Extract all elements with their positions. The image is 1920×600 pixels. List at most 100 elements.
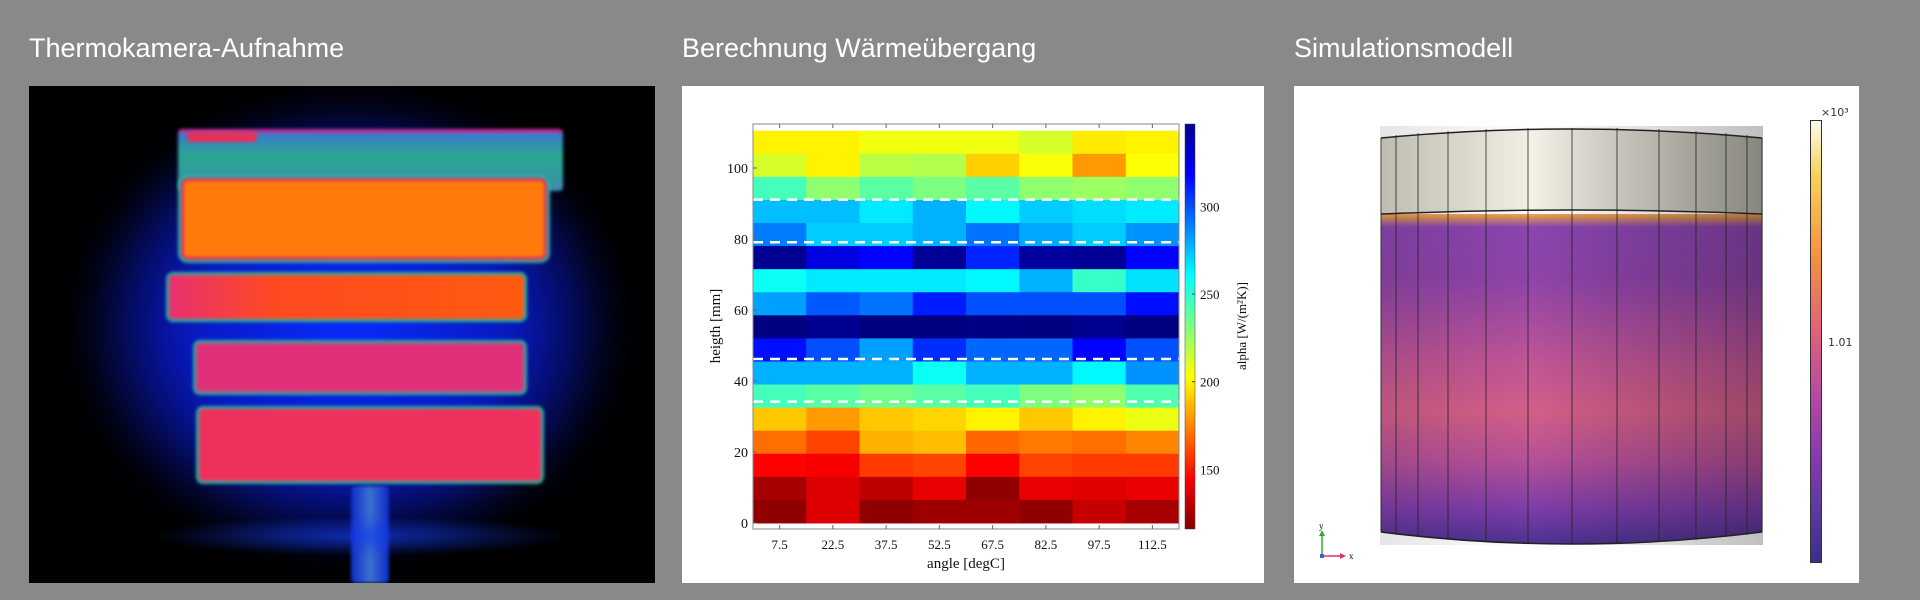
y-tick-label: 60 bbox=[734, 304, 748, 319]
heatmap-cell bbox=[753, 292, 807, 316]
heatmap-cell bbox=[1072, 361, 1127, 386]
heatmap-cell bbox=[1072, 430, 1127, 455]
heatmap-cell bbox=[912, 130, 967, 155]
heatmap-cell bbox=[806, 269, 860, 293]
heatmap-cell bbox=[1072, 499, 1127, 524]
heatmap-cell bbox=[753, 153, 807, 178]
cylinder-model bbox=[1380, 126, 1763, 545]
heatmap-cell bbox=[753, 407, 807, 432]
colorbar-tick-label: 1.01 bbox=[1828, 336, 1853, 349]
heatmap-cell bbox=[753, 430, 807, 455]
colorbar-label: alpha [W/(m²K)] bbox=[1234, 282, 1249, 370]
heatmap-cell bbox=[806, 223, 860, 247]
heatmap-cell bbox=[753, 338, 807, 362]
heatmap-cell bbox=[1125, 338, 1180, 362]
colorbar-tick-label: 250 bbox=[1200, 287, 1220, 302]
heatmap-cell bbox=[912, 153, 967, 178]
y-tick-label: 20 bbox=[734, 446, 748, 461]
heatmap-cell bbox=[912, 476, 967, 501]
x-tick-label: 52.5 bbox=[928, 537, 951, 552]
heatmap-cell bbox=[1019, 130, 1073, 155]
x-tick-label: 37.5 bbox=[875, 537, 898, 552]
heatmap-cell bbox=[859, 292, 914, 316]
heatmap-cell bbox=[1125, 453, 1180, 478]
heatmap-cell bbox=[753, 453, 807, 478]
heatmap-cell bbox=[859, 199, 914, 224]
colorbar bbox=[1184, 123, 1196, 530]
heatmap-cell bbox=[1072, 384, 1127, 409]
plot-frame bbox=[752, 123, 1180, 530]
simulation-title: Simulationsmodell bbox=[1294, 33, 1514, 63]
heatmap-cell bbox=[966, 153, 1020, 178]
heatmap-cell bbox=[753, 246, 807, 270]
heatmap-cell bbox=[1019, 269, 1073, 293]
heatmap-cell bbox=[1125, 269, 1180, 293]
heatmap-cell bbox=[1125, 223, 1180, 247]
heatmap-cell bbox=[912, 269, 967, 293]
heatmap-cell bbox=[1072, 199, 1127, 224]
heatmap-cell bbox=[753, 315, 807, 339]
heatmap-cell bbox=[1072, 476, 1127, 501]
heatmap-cell bbox=[1072, 176, 1127, 201]
heatmap-cell bbox=[859, 269, 914, 293]
heatmap-cell bbox=[1019, 292, 1073, 316]
heatmap-cell bbox=[1072, 269, 1127, 293]
heatmap-cell bbox=[859, 176, 914, 201]
heatmap-cell bbox=[1019, 176, 1073, 201]
heatmap-cell bbox=[1125, 499, 1180, 524]
heatmap-cell bbox=[1019, 384, 1073, 409]
colorbar-tick-label: 300 bbox=[1200, 199, 1220, 214]
heatmap-cell bbox=[966, 430, 1020, 455]
heatmap-cell bbox=[806, 153, 860, 178]
heatmap-cell bbox=[912, 199, 967, 224]
heatmap-cell bbox=[1125, 199, 1180, 224]
heatmap-cell bbox=[859, 453, 914, 478]
heatmap-cell bbox=[859, 130, 914, 155]
heatmap-cell bbox=[859, 384, 914, 409]
heatmap-cell bbox=[966, 407, 1020, 432]
heatmap-cell bbox=[806, 338, 860, 362]
heatmap-cell bbox=[966, 338, 1020, 362]
x-ticks: 7.5 22.5 37.5 52.5 67.5 82.5 97.5 112.5 bbox=[772, 124, 1167, 552]
x-tick-label: 97.5 bbox=[1088, 537, 1111, 552]
heatmap-cell bbox=[912, 338, 967, 362]
y-tick-label: 80 bbox=[734, 233, 748, 248]
heatmap-cell bbox=[1019, 315, 1073, 339]
heatmap-cell bbox=[859, 223, 914, 247]
heatmap-cell bbox=[1019, 453, 1073, 478]
heatmap-cell bbox=[1125, 476, 1180, 501]
heatmap-cell bbox=[966, 199, 1020, 224]
x-tick-label: 67.5 bbox=[981, 537, 1004, 552]
heatmap-cell bbox=[1125, 246, 1180, 270]
heatmap-cell bbox=[1072, 292, 1127, 316]
heatmap-cell bbox=[1125, 315, 1180, 339]
heatmap-cell bbox=[912, 499, 967, 524]
thermal-band-3 bbox=[196, 343, 524, 392]
heatmap-cell bbox=[859, 246, 914, 270]
heatmap-cell bbox=[806, 453, 860, 478]
heatmap-cell bbox=[912, 430, 967, 455]
thermal-title: Thermokamera-Aufnahme bbox=[29, 33, 345, 63]
y-tick-label: 40 bbox=[734, 375, 748, 390]
heatmap-cell bbox=[966, 453, 1020, 478]
heatmap-cell bbox=[1019, 246, 1073, 270]
heatmap-cell bbox=[1019, 430, 1073, 455]
heatmap-cell bbox=[1072, 315, 1127, 339]
heatmap-cell bbox=[966, 361, 1020, 386]
heatmap-cell bbox=[753, 361, 807, 386]
y-tick-label: 0 bbox=[741, 517, 748, 532]
heatmap-cell bbox=[1019, 476, 1073, 501]
colorbar-tick-label: 150 bbox=[1200, 462, 1220, 477]
heatmap-cell bbox=[1072, 338, 1127, 362]
heatmap-cell bbox=[1019, 338, 1073, 362]
heatmap-cell bbox=[806, 315, 860, 339]
dashed-lines bbox=[753, 198, 1179, 403]
heatmap-cell bbox=[859, 338, 914, 362]
heatmap-cell bbox=[1072, 130, 1127, 155]
heatmap-cell bbox=[966, 223, 1020, 247]
heatmap-cell bbox=[1072, 407, 1127, 432]
heatmap-cell bbox=[806, 384, 860, 409]
heatmap-cell bbox=[753, 476, 807, 501]
heatmap-cell bbox=[859, 315, 914, 339]
heatmap-cell bbox=[912, 384, 967, 409]
